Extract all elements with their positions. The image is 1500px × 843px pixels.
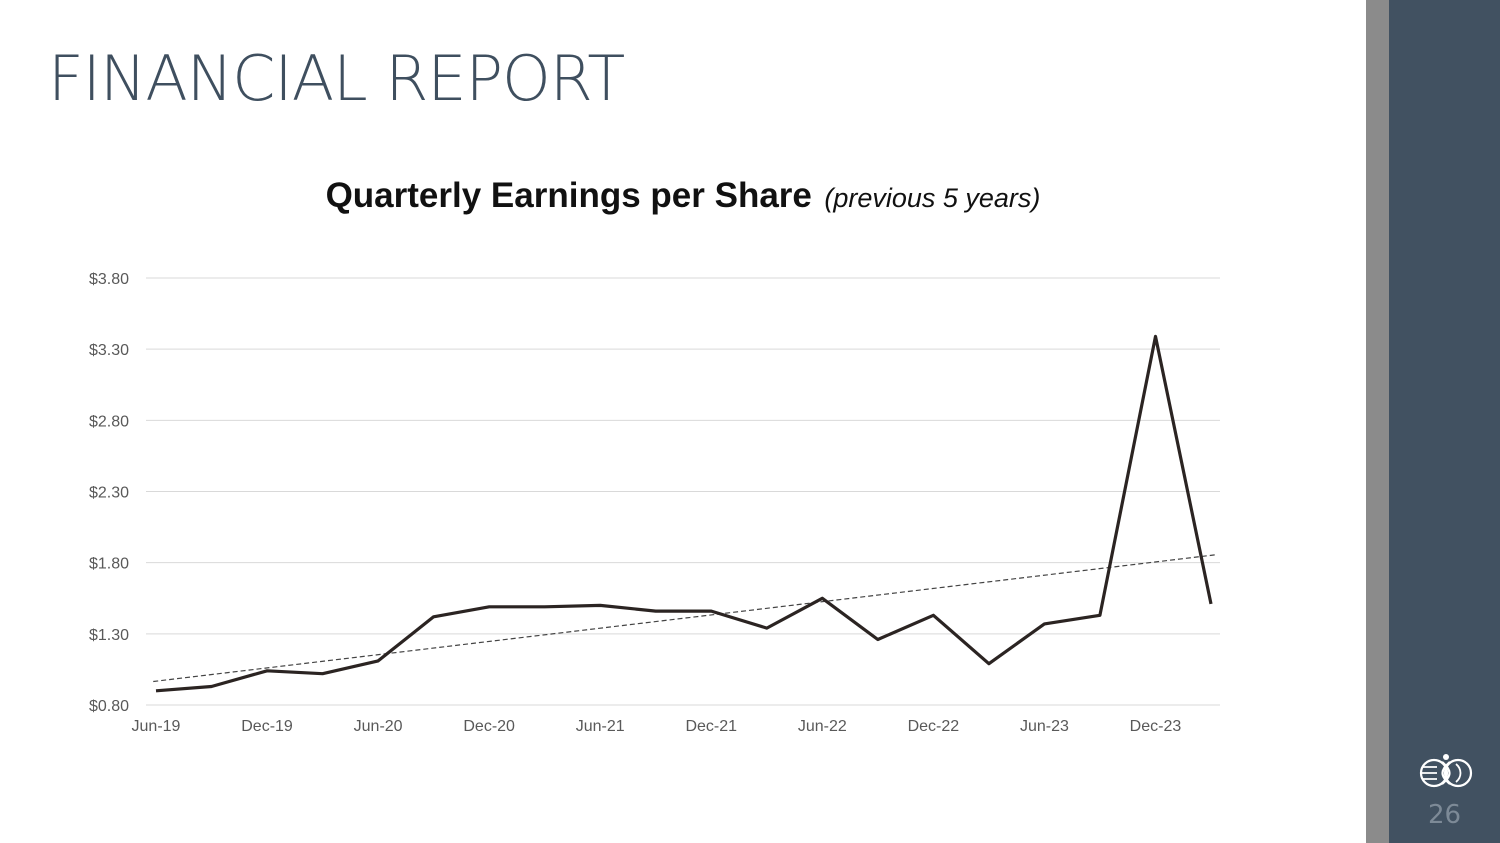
x-axis-ticks: Jun-19 Dec-19 Jun-20 Dec-20 Jun-21 Dec-21 Jun-… <box>132 718 1182 735</box>
x-tick-label: Jun-22 <box>798 718 847 735</box>
y-tick-label: $3.80 <box>89 271 129 288</box>
x-tick-label: Dec-22 <box>908 718 960 735</box>
chart-heading: Quarterly Earnings per Share (previous 5… <box>0 176 1366 216</box>
x-tick-label: Jun-20 <box>354 718 403 735</box>
side-strip <box>1366 0 1389 843</box>
x-tick-label: Jun-23 <box>1020 718 1069 735</box>
x-tick-label: Dec-19 <box>241 718 293 735</box>
x-tick-label: Dec-21 <box>685 718 737 735</box>
series-layer <box>155 334 1213 693</box>
x-tick-label: Dec-23 <box>1130 718 1182 735</box>
chart-subtitle: (previous 5 years) <box>824 183 1041 213</box>
chart-title: Quarterly Earnings per Share <box>325 176 812 215</box>
y-tick-label: $0.80 <box>89 698 129 715</box>
y-tick-label: $1.30 <box>89 627 129 644</box>
x-tick-label: Jun-19 <box>132 718 181 735</box>
y-axis-ticks: $0.80 $1.30 $1.80 $2.30 $2.80 $3.30 $3.80 <box>89 271 129 715</box>
gridlines <box>146 277 1220 706</box>
y-tick-label: $2.30 <box>89 485 129 502</box>
x-tick-label: Jun-21 <box>576 718 625 735</box>
y-tick-label: $2.80 <box>89 413 129 430</box>
slide-title: FINANCIAL REPORT <box>48 42 625 115</box>
linear-trendline <box>153 554 1217 683</box>
y-tick-label: $1.80 <box>89 556 129 573</box>
side-panel <box>1389 0 1500 843</box>
eps-line-chart: $0.80 $1.30 $1.80 $2.30 $2.80 $3.30 $3.80 Jun-… <box>89 271 1220 735</box>
eps-series-line <box>155 334 1213 693</box>
trendline-layer <box>153 554 1217 683</box>
y-tick-label: $3.30 <box>89 342 129 359</box>
x-tick-label: Dec-20 <box>463 718 515 735</box>
page-number: 26 <box>1427 800 1462 830</box>
double-helix-globe-logo-icon <box>1419 754 1473 788</box>
